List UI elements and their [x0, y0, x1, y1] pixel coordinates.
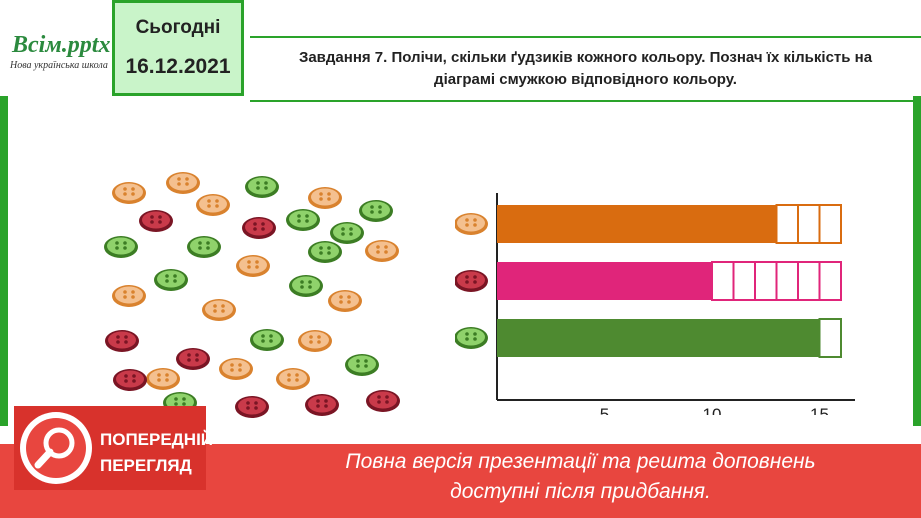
scatter-button-14	[365, 240, 399, 262]
task-text: Завдання 7. Полічи, скільки ґудзиків кож…	[254, 47, 917, 91]
bar-1	[497, 262, 712, 300]
scatter-button-11	[187, 236, 221, 258]
scatter-button-5	[359, 200, 393, 222]
scatter-button-13	[308, 241, 342, 263]
scatter-button-23	[176, 348, 210, 370]
logo: Всім.pptx Нова українська школа	[0, 0, 110, 96]
bar-cell-1-15	[818, 261, 842, 301]
date-panel: Сьогодні 16.12.2021	[112, 0, 244, 96]
scatter-button-12	[236, 255, 270, 277]
scatter-button-24	[345, 354, 379, 376]
scatter-button-18	[328, 290, 362, 312]
buttons-illustration	[104, 172, 400, 418]
bar-cell-0-13	[775, 204, 799, 244]
banner-line-1: Повна версія презентації та решта доповн…	[345, 450, 816, 473]
bar-chart: 5 10 15	[455, 193, 855, 415]
bar-cell-1-12	[754, 261, 778, 301]
scatter-button-1	[166, 172, 200, 194]
scatter-button-4	[308, 187, 342, 209]
preview-label-1: ПОПЕРЕДНІЙ	[100, 430, 214, 449]
scatter-button-19	[202, 299, 236, 321]
task-panel: Завдання 7. Полічи, скільки ґудзиків кож…	[250, 36, 921, 102]
legend-button-1	[455, 270, 488, 292]
scatter-button-6	[139, 210, 173, 232]
scatter-button-30	[235, 396, 269, 418]
date-value: 16.12.2021	[125, 55, 231, 78]
bar-cell-0-14	[797, 204, 821, 244]
left-accent-stripe	[0, 96, 8, 426]
scatter-button-21	[298, 330, 332, 352]
legend-button-0	[455, 213, 488, 235]
scatter-button-8	[286, 209, 320, 231]
bar-0	[497, 205, 777, 243]
scatter-button-25	[219, 358, 253, 380]
right-accent-stripe	[913, 96, 921, 426]
scatter-button-17	[112, 285, 146, 307]
preview-label-2: ПЕРЕГЛЯД	[100, 456, 192, 475]
scatter-button-0	[112, 182, 146, 204]
magnifier-icon	[26, 418, 86, 478]
scatter-button-9	[330, 222, 364, 244]
scatter-button-22	[105, 330, 139, 352]
scatter-button-15	[154, 269, 188, 291]
x-tick-label-2: 15	[810, 405, 829, 415]
scatter-button-20	[250, 329, 284, 351]
scatter-button-32	[366, 390, 400, 412]
bar-cell-2-15	[818, 318, 842, 358]
banner-line-2: доступні після придбання.	[450, 480, 711, 503]
task-line-1: Завдання 7. Полічи, скільки ґудзиків кож…	[298, 49, 873, 66]
logo-subtitle: Нова українська школа	[10, 60, 108, 71]
scatter-button-3	[245, 176, 279, 198]
scatter-button-2	[196, 194, 230, 216]
scatter-button-16	[289, 275, 323, 297]
bar-cell-1-10	[711, 261, 735, 301]
scatter-button-27	[113, 369, 147, 391]
date-label: Сьогодні	[135, 17, 221, 38]
bar-cell-1-13	[775, 261, 799, 301]
scatter-button-7	[242, 217, 276, 239]
logo-title: Всім.pptx	[12, 32, 111, 58]
scatter-button-10	[104, 236, 138, 258]
task-line-2: діаграмі смужкою відповідного кольору.	[434, 71, 737, 88]
x-tick-label-1: 10	[703, 405, 722, 415]
bar-cell-1-14	[797, 261, 821, 301]
scatter-button-26	[146, 368, 180, 390]
bar-cell-1-11	[732, 261, 756, 301]
scatter-button-29	[305, 394, 339, 416]
bar-cell-0-15	[818, 204, 842, 244]
bar-2	[497, 319, 820, 357]
legend-button-2	[455, 327, 488, 349]
scatter-button-28	[276, 368, 310, 390]
x-tick-label-0: 5	[600, 405, 609, 415]
